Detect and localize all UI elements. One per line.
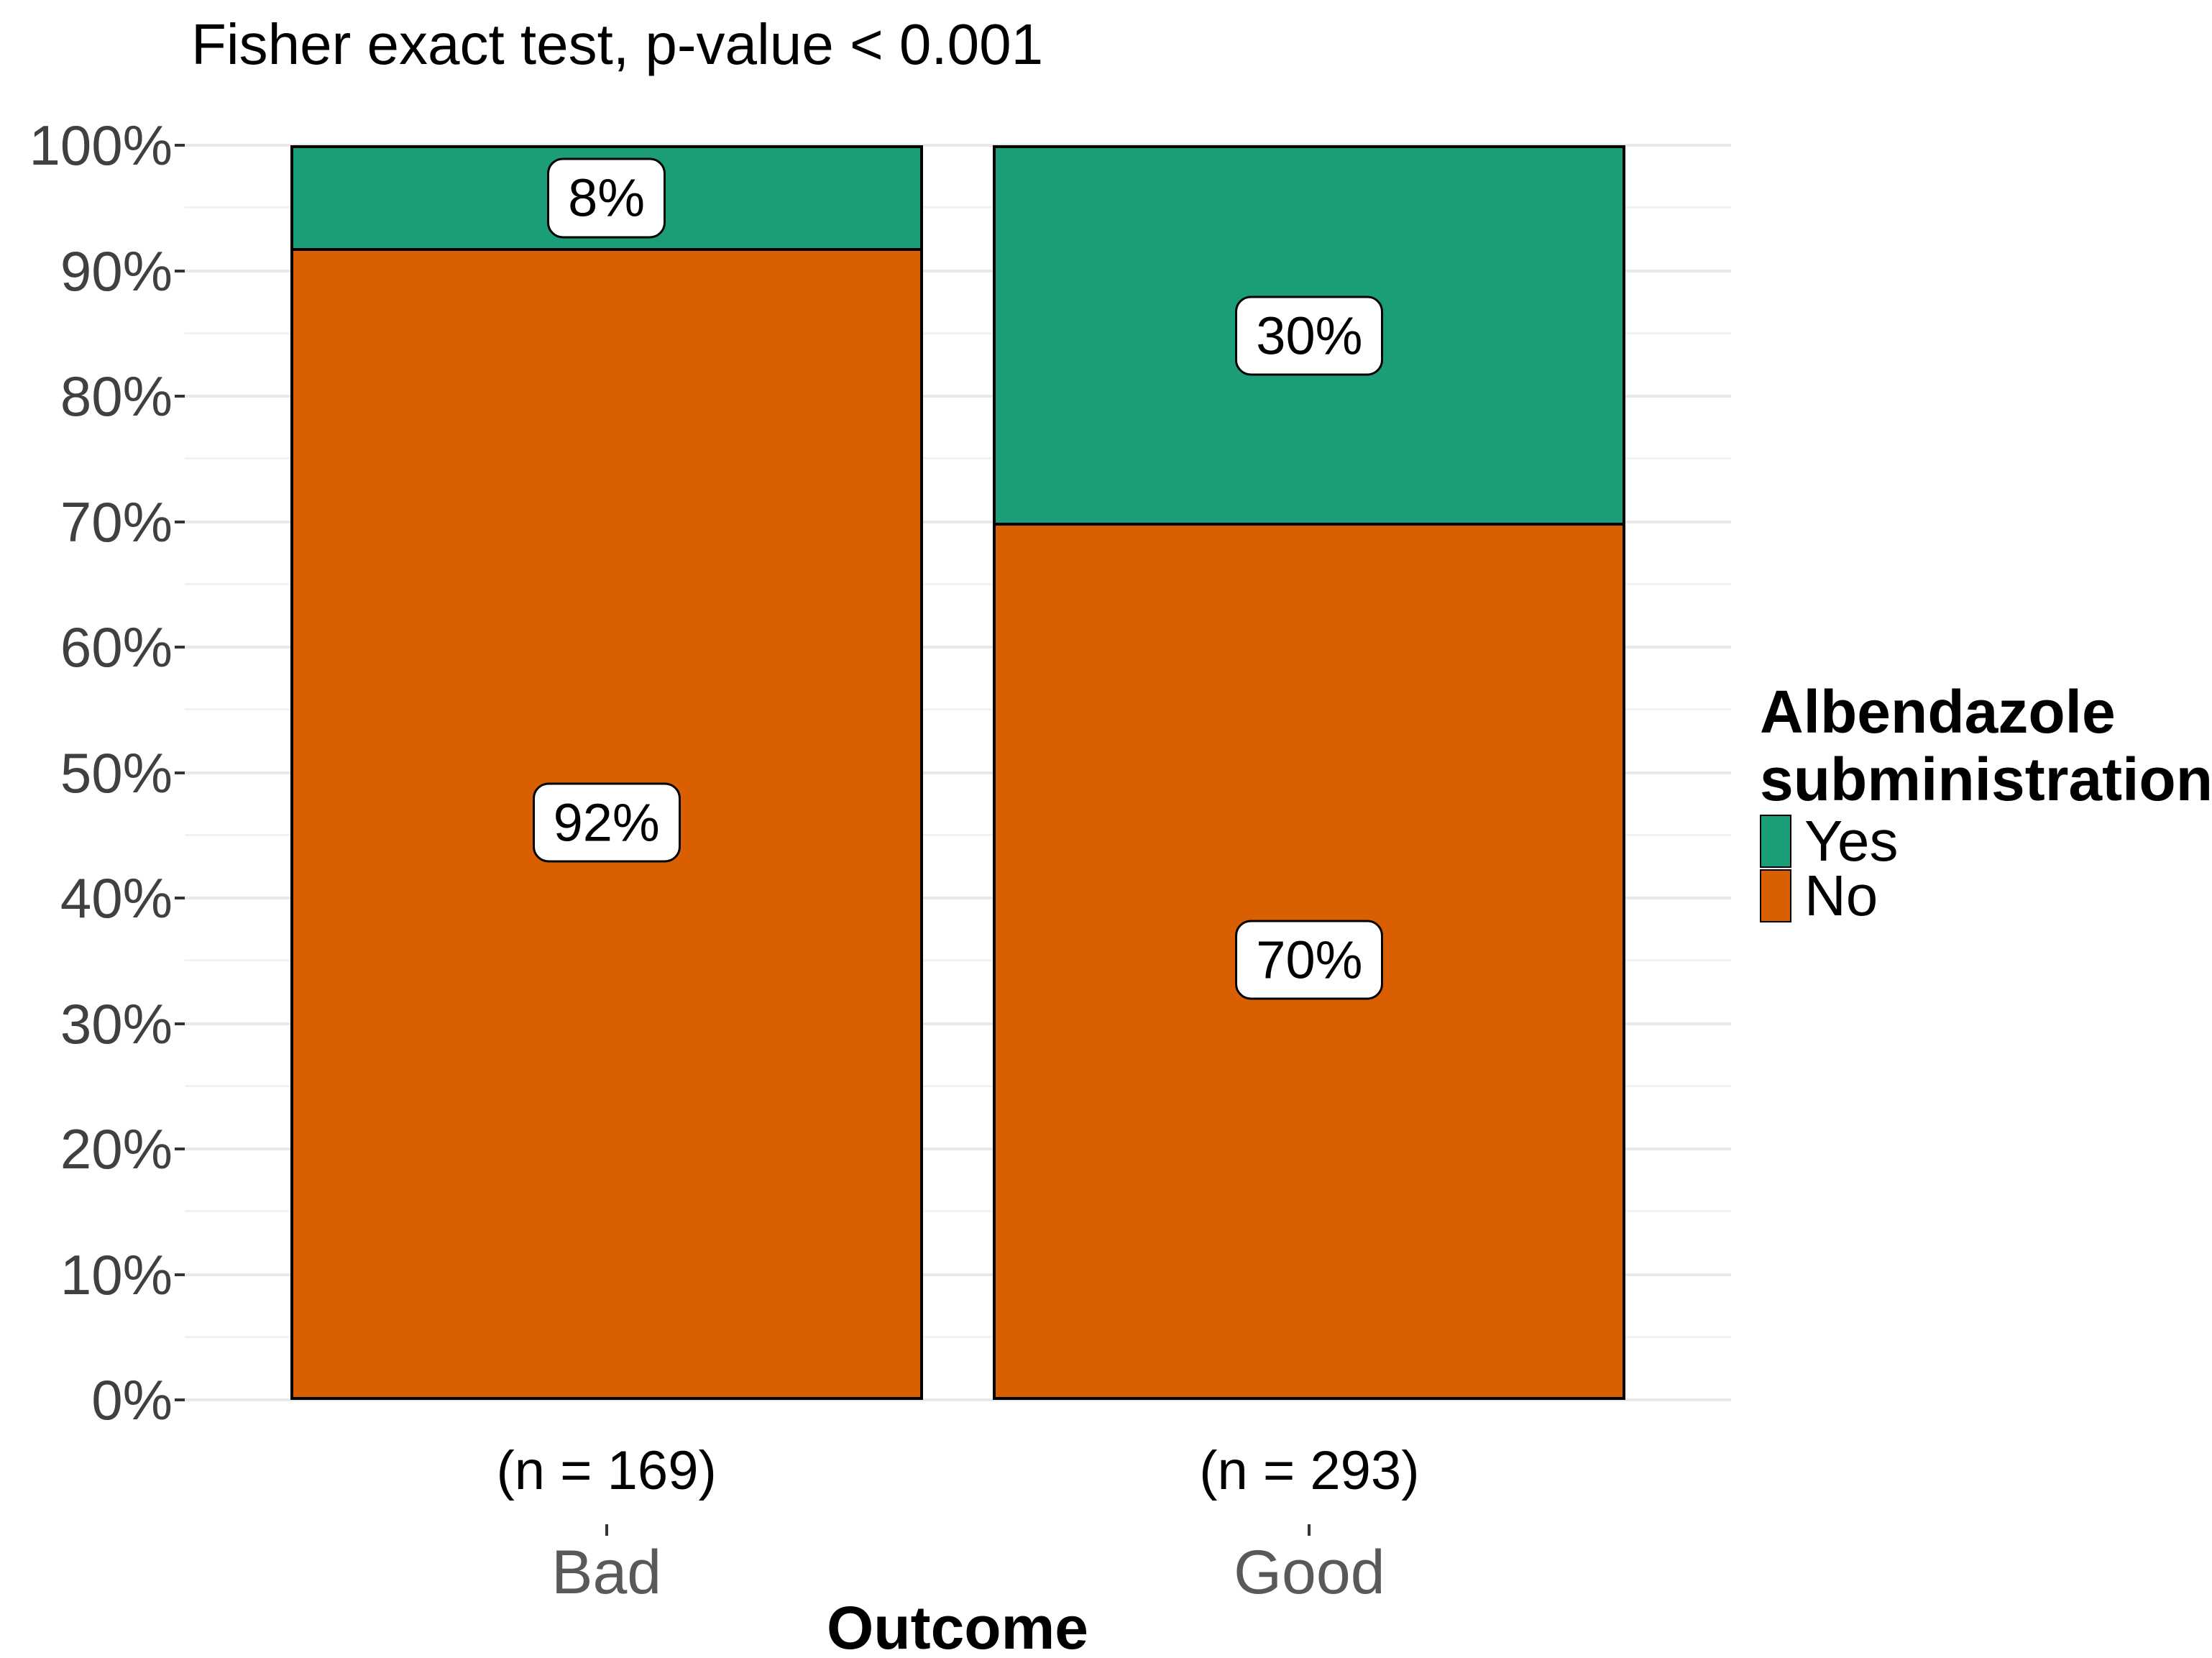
y-axis-tick-label: 0% [91,1368,173,1432]
gridline-major [185,1022,1731,1025]
y-axis-tick-label: 70% [60,490,173,554]
gridline-minor [185,1335,1731,1338]
gridline-minor [185,331,1731,334]
y-axis-tick-label: 40% [60,866,173,930]
gridline-minor [185,1084,1731,1087]
y-axis-tick [175,269,185,272]
count-label-good: (n = 293) [1199,1440,1420,1501]
y-axis-tick-label: 30% [60,991,173,1055]
y-axis-tick [175,1273,185,1276]
legend-title: Albendazole subministration [1760,678,2212,813]
category-label-bad: Bad [551,1538,662,1607]
y-axis-tick [175,395,185,398]
bar-label-text: 30% [1235,296,1384,376]
gridline-major [185,269,1731,272]
y-axis-tick [175,646,185,649]
gridline-major [185,897,1731,899]
y-axis-tick-label: 50% [60,741,173,805]
bar-label-text: 70% [1235,920,1384,1000]
x-axis-tick [605,1524,608,1536]
legend-item-label: No [1804,864,1878,928]
gridline-major [185,395,1731,398]
gridline-major [185,144,1731,147]
y-axis-tick-label: 90% [60,239,173,303]
gridline-major [185,771,1731,774]
x-axis-tick [1308,1524,1311,1536]
y-axis-tick-label: 10% [60,1242,173,1306]
bar-label-no-good: 70% [1165,920,1453,1000]
chart-title: Fisher exact test, p-value < 0.001 [191,12,1044,76]
legend-swatch-no [1760,869,1791,922]
legend-swatch-yes [1760,815,1791,868]
gridline-minor [185,1210,1731,1213]
y-axis-tick [175,1022,185,1025]
y-axis-tick [175,520,185,523]
bar-label-yes-bad: 8% [463,157,751,239]
gridline-major [185,1273,1731,1276]
y-axis-tick-label: 80% [60,365,173,428]
gridline-major [185,1398,1731,1401]
y-axis-tick [175,897,185,899]
bar-bad [290,145,923,1400]
y-axis-tick [175,771,185,774]
gridline-minor [185,708,1731,711]
legend-item-yes: Yes [1760,809,1899,873]
y-axis-tick [175,1148,185,1150]
y-axis-tick [175,144,185,147]
bar-label-text: 92% [532,782,681,863]
bar-label-text: 8% [547,157,666,239]
legend-item-label: Yes [1804,809,1899,873]
y-axis-tick-label: 60% [60,615,173,679]
count-label-bad: (n = 169) [496,1440,717,1501]
bar-label-yes-good: 30% [1165,296,1453,376]
y-axis-tick-label: 20% [60,1117,173,1181]
x-axis-title: Outcome [826,1594,1089,1658]
y-axis-tick [175,1398,185,1401]
gridline-major [185,1148,1731,1150]
gridline-minor [185,206,1731,209]
gridline-minor [185,959,1731,962]
legend-items: Yes No [1760,809,1899,928]
gridline-major [185,646,1731,649]
gridline-minor [185,582,1731,585]
bar-label-no-bad: 92% [463,782,751,863]
legend-item-no: No [1760,864,1899,928]
category-label-good: Good [1234,1538,1385,1607]
y-axis-tick-label: 100% [29,114,173,177]
gridline-minor [185,457,1731,460]
gridline-minor [185,833,1731,836]
gridline-major [185,520,1731,523]
